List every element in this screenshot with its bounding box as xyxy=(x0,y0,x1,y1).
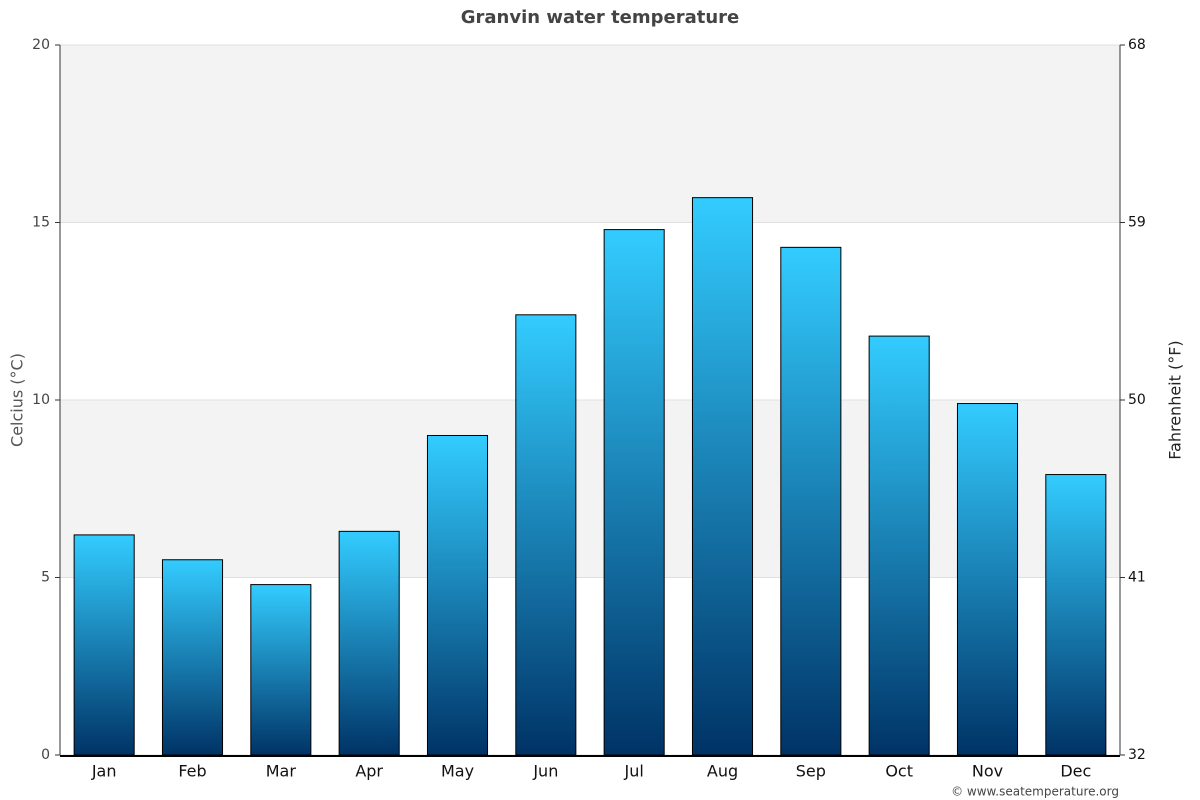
x-tick-label: Mar xyxy=(266,762,297,781)
bar xyxy=(956,403,1019,756)
bar xyxy=(868,335,930,756)
y-tick-label: 15 xyxy=(32,215,50,231)
credit: © www.seatemperature.org xyxy=(951,785,1119,799)
y2-tick-label: 59 xyxy=(1128,215,1146,231)
x-tick-label: Dec xyxy=(1060,762,1091,781)
bar xyxy=(161,559,224,756)
x-tick-label: May xyxy=(441,762,474,781)
bar xyxy=(426,435,489,756)
x-tick-label: Apr xyxy=(355,762,383,781)
bar xyxy=(73,534,135,756)
y2-tick-label: 41 xyxy=(1128,570,1146,586)
bar xyxy=(780,246,842,756)
x-tick-label: Jun xyxy=(532,762,558,781)
x-tick-label: Oct xyxy=(885,762,913,781)
y-axis-label: Celcius (°C) xyxy=(8,353,27,447)
bar xyxy=(338,530,400,756)
y-tick-label: 0 xyxy=(41,747,50,763)
bar xyxy=(250,584,312,756)
plot-band xyxy=(60,400,1120,578)
bar xyxy=(515,314,577,756)
chart-title: Granvin water temperature xyxy=(461,7,740,28)
y-tick-label: 5 xyxy=(41,570,50,586)
x-tick-label: Nov xyxy=(972,762,1003,781)
bar xyxy=(1045,474,1107,756)
y-tick-label: 10 xyxy=(32,392,50,408)
x-tick-label: Jul xyxy=(624,762,644,781)
x-tick-label: Jan xyxy=(91,762,117,781)
y-tick-label: 20 xyxy=(32,37,50,53)
bar xyxy=(691,197,754,756)
x-tick-label: Feb xyxy=(178,762,206,781)
y2-tick-label: 68 xyxy=(1128,37,1146,53)
x-tick-label: Aug xyxy=(707,762,738,781)
y2-tick-label: 32 xyxy=(1128,747,1146,763)
x-tick-label: Sep xyxy=(796,762,826,781)
y2-axis-label: Fahrenheit (°F) xyxy=(1166,340,1185,459)
y2-tick-label: 50 xyxy=(1128,392,1146,408)
plot-band xyxy=(60,45,1120,223)
bar xyxy=(603,229,665,756)
